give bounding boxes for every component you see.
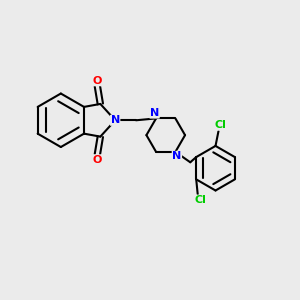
Text: Cl: Cl: [215, 120, 227, 130]
Text: N: N: [150, 108, 159, 118]
Text: Cl: Cl: [194, 195, 206, 205]
Text: O: O: [93, 155, 102, 165]
Text: N: N: [111, 115, 120, 125]
Text: O: O: [93, 76, 102, 86]
Text: N: N: [172, 151, 182, 161]
